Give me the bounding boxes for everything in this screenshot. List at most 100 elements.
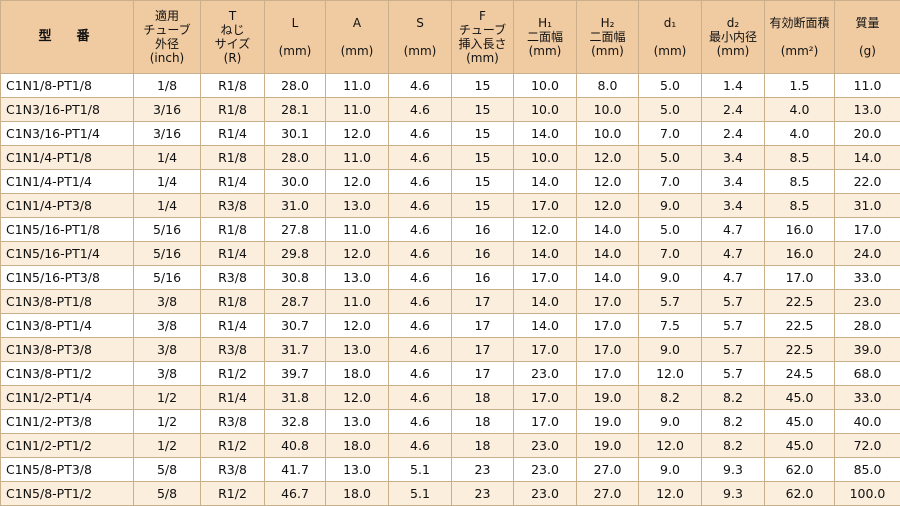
- cell-area: 24.5: [765, 362, 835, 386]
- cell-area: 62.0: [765, 482, 835, 506]
- header-line: (mm): [639, 44, 701, 58]
- cell-d1: 5.0: [639, 218, 702, 242]
- header-line: (mm): [514, 44, 576, 58]
- cell-h1: 14.0: [514, 314, 577, 338]
- cell-thread: R1/4: [201, 170, 265, 194]
- cell-d1: 8.2: [639, 386, 702, 410]
- cell-s: 4.6: [389, 218, 452, 242]
- cell-h1: 17.0: [514, 410, 577, 434]
- cell-l: 27.8: [265, 218, 326, 242]
- cell-area: 22.5: [765, 290, 835, 314]
- header-line: (mm): [702, 44, 764, 58]
- cell-model: C1N3/16-PT1/8: [1, 98, 134, 122]
- header-line: d₁: [639, 16, 701, 30]
- cell-mass: 13.0: [835, 98, 900, 122]
- cell-d2: 5.7: [702, 314, 765, 338]
- cell-d2: 3.4: [702, 146, 765, 170]
- header-line: (mm²): [765, 44, 834, 58]
- cell-thread: R1/2: [201, 362, 265, 386]
- cell-size: 1/8: [134, 74, 201, 98]
- cell-h2: 12.0: [577, 194, 639, 218]
- cell-d1: 9.0: [639, 266, 702, 290]
- cell-size: 1/2: [134, 386, 201, 410]
- cell-size: 3/16: [134, 122, 201, 146]
- cell-l: 31.7: [265, 338, 326, 362]
- cell-h2: 12.0: [577, 146, 639, 170]
- cell-f: 16: [452, 242, 514, 266]
- cell-area: 16.0: [765, 242, 835, 266]
- cell-s: 4.6: [389, 74, 452, 98]
- header-line: 最小内径: [702, 30, 764, 44]
- cell-s: 4.6: [389, 434, 452, 458]
- cell-size: 1/4: [134, 194, 201, 218]
- cell-mass: 22.0: [835, 170, 900, 194]
- cell-d1: 5.0: [639, 98, 702, 122]
- cell-s: 4.6: [389, 290, 452, 314]
- header-line: 挿入長さ: [452, 37, 513, 51]
- cell-d1: 9.0: [639, 338, 702, 362]
- cell-h1: 14.0: [514, 290, 577, 314]
- cell-d2: 4.7: [702, 266, 765, 290]
- cell-area: 1.5: [765, 74, 835, 98]
- cell-model: C1N5/16-PT1/4: [1, 242, 134, 266]
- cell-model: C1N5/16-PT3/8: [1, 266, 134, 290]
- cell-model: C1N3/8-PT1/8: [1, 290, 134, 314]
- cell-h2: 10.0: [577, 98, 639, 122]
- cell-model: C1N5/8-PT1/2: [1, 482, 134, 506]
- cell-f: 15: [452, 194, 514, 218]
- cell-h1: 10.0: [514, 146, 577, 170]
- cell-mass: 33.0: [835, 386, 900, 410]
- cell-h1: 23.0: [514, 458, 577, 482]
- cell-size: 3/8: [134, 338, 201, 362]
- cell-a: 13.0: [326, 338, 389, 362]
- cell-s: 4.6: [389, 386, 452, 410]
- cell-model: C1N1/2-PT1/4: [1, 386, 134, 410]
- cell-f: 16: [452, 218, 514, 242]
- cell-h1: 17.0: [514, 194, 577, 218]
- cell-d1: 12.0: [639, 434, 702, 458]
- cell-f: 15: [452, 74, 514, 98]
- cell-l: 46.7: [265, 482, 326, 506]
- header-line: H₁: [514, 16, 576, 30]
- cell-a: 12.0: [326, 314, 389, 338]
- cell-mass: 20.0: [835, 122, 900, 146]
- cell-d2: 3.4: [702, 194, 765, 218]
- cell-d2: 2.4: [702, 98, 765, 122]
- cell-l: 41.7: [265, 458, 326, 482]
- cell-thread: R3/8: [201, 458, 265, 482]
- cell-area: 8.5: [765, 194, 835, 218]
- cell-l: 28.7: [265, 290, 326, 314]
- cell-d2: 5.7: [702, 290, 765, 314]
- cell-f: 15: [452, 122, 514, 146]
- header-line: L: [265, 16, 325, 30]
- cell-d1: 7.0: [639, 170, 702, 194]
- column-header-mass: 質量 (g): [835, 1, 900, 74]
- cell-f: 18: [452, 386, 514, 410]
- cell-h2: 17.0: [577, 290, 639, 314]
- header-line: (mm): [452, 51, 513, 65]
- header-line: S: [389, 16, 451, 30]
- cell-s: 4.6: [389, 146, 452, 170]
- cell-l: 29.8: [265, 242, 326, 266]
- cell-s: 4.6: [389, 98, 452, 122]
- cell-mass: 72.0: [835, 434, 900, 458]
- cell-mass: 23.0: [835, 290, 900, 314]
- cell-h1: 17.0: [514, 266, 577, 290]
- cell-size: 3/8: [134, 290, 201, 314]
- cell-d2: 3.4: [702, 170, 765, 194]
- cell-size: 5/8: [134, 458, 201, 482]
- cell-h2: 19.0: [577, 434, 639, 458]
- cell-d1: 12.0: [639, 362, 702, 386]
- header-line: (mm): [577, 44, 638, 58]
- cell-a: 11.0: [326, 74, 389, 98]
- cell-f: 23: [452, 458, 514, 482]
